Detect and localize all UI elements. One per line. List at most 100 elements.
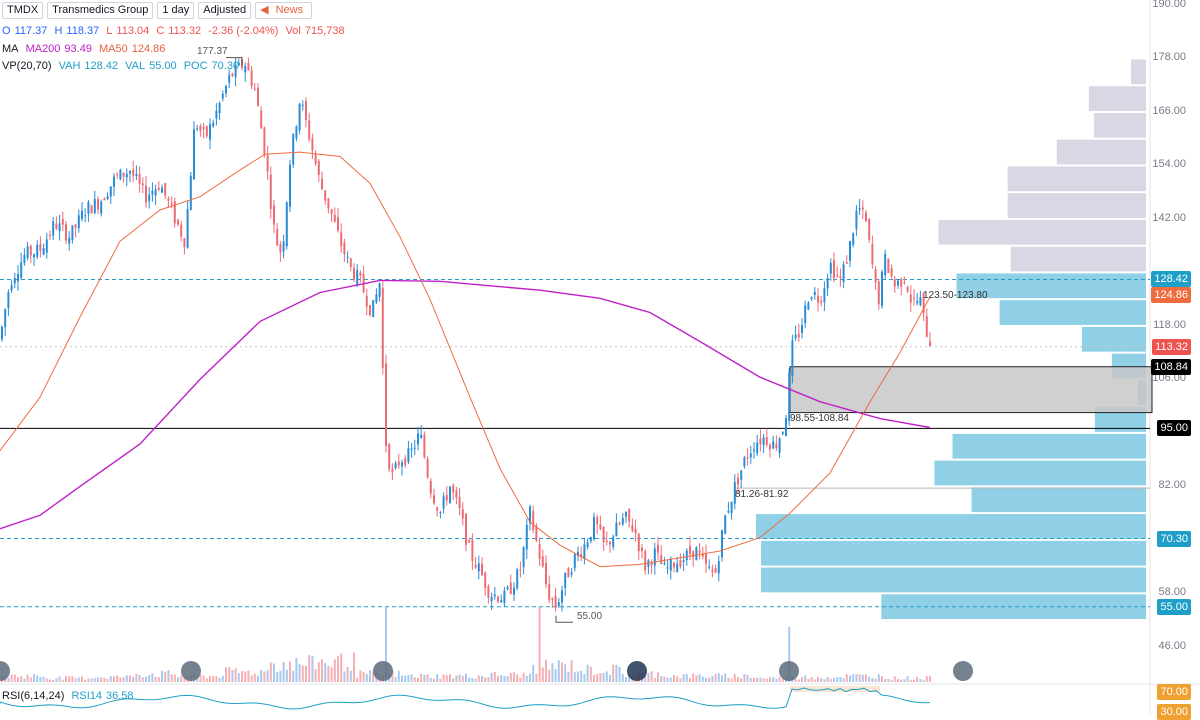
candle-body	[660, 555, 663, 565]
candle-body	[698, 550, 701, 553]
volume-profile-bar	[1010, 246, 1146, 272]
volume-bar	[724, 673, 727, 682]
volume-bar	[205, 678, 208, 682]
candle-body	[317, 160, 320, 175]
vp-label[interactable]: VP(20,70)	[2, 60, 52, 72]
candle-body	[519, 569, 522, 571]
volume-profile-bar	[1081, 326, 1146, 352]
y-axis-tick-label: 178.00	[1152, 51, 1186, 64]
ma-label[interactable]: MA	[2, 43, 19, 55]
company-label[interactable]: Transmedics Group	[47, 2, 154, 19]
candle-body	[125, 173, 128, 178]
candle-body	[561, 590, 563, 603]
volume-bar	[564, 664, 567, 682]
candle-body	[314, 154, 317, 164]
candle-body	[353, 268, 355, 280]
candle-body	[503, 590, 506, 603]
candle-body	[573, 554, 576, 569]
candle-body	[900, 278, 903, 287]
volume-bar	[7, 677, 10, 682]
candle-body	[29, 245, 32, 256]
candle-body	[570, 572, 573, 575]
candle-body	[237, 62, 240, 66]
candle-body	[599, 524, 602, 529]
rsi14-value: 36.58	[106, 690, 134, 702]
volume-bar	[493, 672, 496, 682]
volume-bar	[753, 677, 755, 682]
candle-body	[701, 554, 704, 557]
volume-bar	[77, 677, 80, 682]
candle-body	[298, 103, 301, 131]
volume-bar	[394, 677, 397, 682]
volume-bar	[561, 662, 563, 682]
volume-bar	[333, 659, 336, 682]
candle-body	[500, 600, 503, 603]
volume-bar	[673, 675, 675, 682]
event-marker-icon	[779, 661, 799, 681]
volume-bar	[817, 677, 819, 682]
candle-body	[554, 595, 557, 608]
volume-bar	[525, 675, 528, 682]
candle-body	[516, 569, 519, 589]
candle-body	[881, 271, 883, 306]
candle-body	[77, 215, 80, 229]
volume-bar	[762, 678, 765, 682]
y-axis-tick-label: 154.00	[1152, 158, 1186, 171]
volume-bar	[621, 673, 624, 682]
volume-bar	[749, 677, 752, 682]
rsi-label[interactable]: RSI(6,14,24)	[2, 690, 65, 702]
volume-bar	[311, 655, 314, 682]
candle-body	[749, 453, 752, 458]
high-marker-label: 177.37	[197, 46, 228, 57]
ma-line-ma50	[0, 151, 931, 568]
candle-body	[913, 297, 915, 299]
candle-body	[743, 457, 746, 467]
volume-bar	[580, 670, 583, 682]
interval-selector[interactable]: 1 day	[157, 2, 195, 19]
volume-bar	[100, 677, 103, 682]
volume-bar	[839, 677, 842, 682]
candle-body	[52, 221, 55, 236]
candle-body	[522, 547, 525, 568]
candle-body	[541, 556, 544, 567]
volume-profile-bar	[1007, 193, 1146, 218]
candle-body	[663, 563, 666, 565]
vah-label: VAH	[58, 60, 81, 72]
news-label: News	[275, 4, 304, 16]
volume-bar	[538, 607, 541, 682]
candle-body	[58, 223, 61, 232]
price-tag: 55.00	[1157, 598, 1191, 615]
volume-bar	[647, 672, 650, 682]
candle-body	[746, 457, 749, 459]
adjustment-toggle[interactable]: Adjusted	[198, 2, 252, 19]
candle-body	[228, 74, 231, 83]
rsi14-line	[0, 687, 931, 710]
poc-label: POC	[183, 60, 208, 72]
candle-body	[647, 560, 650, 567]
open-value: 117.37	[14, 25, 48, 37]
volume-bar	[337, 656, 339, 682]
volume-bar	[84, 679, 87, 682]
candle-body	[810, 297, 813, 300]
candle-body	[26, 246, 29, 259]
volume-bar	[209, 675, 211, 682]
volume-bar	[420, 673, 423, 682]
volume-bar	[829, 678, 832, 682]
candle-body	[762, 437, 765, 446]
candle-body	[365, 295, 368, 307]
candle-body	[372, 300, 375, 318]
candle-body	[257, 87, 259, 106]
volume-bar	[42, 676, 45, 682]
candle-body	[426, 458, 429, 478]
volume-bar	[663, 676, 666, 682]
symbol-label[interactable]: TMDX	[2, 2, 44, 19]
candle-body	[263, 127, 266, 155]
news-button[interactable]: ◀ News	[255, 2, 313, 19]
candle-body	[714, 568, 717, 573]
candle-body	[289, 164, 291, 207]
volume-bar	[439, 678, 442, 682]
volume-bar	[161, 670, 163, 682]
candle-body	[826, 278, 829, 289]
volume-bar	[468, 677, 471, 682]
